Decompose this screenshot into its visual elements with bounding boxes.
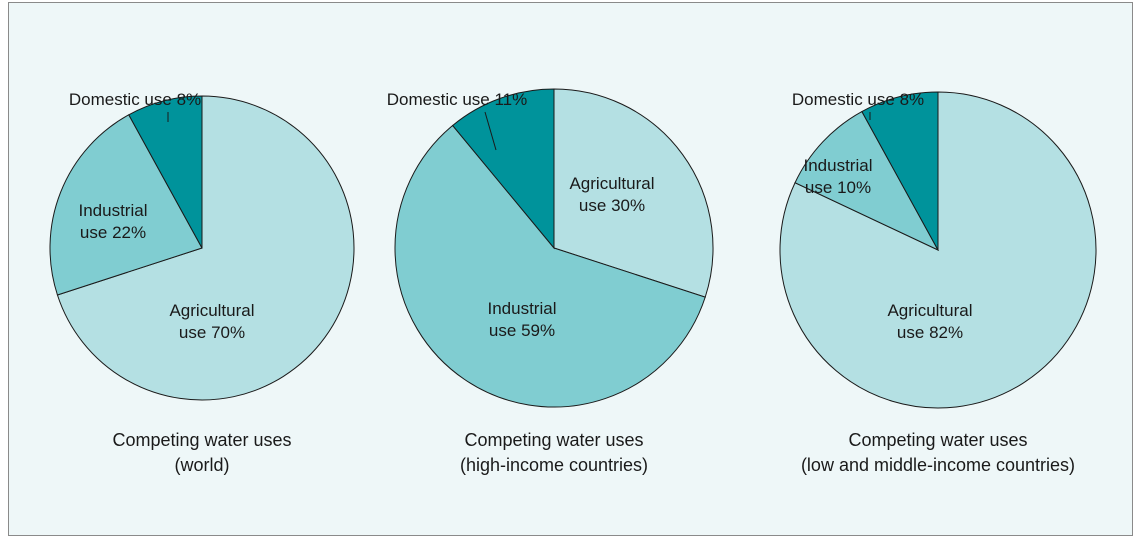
pie-slice bbox=[49, 114, 203, 296]
slice-label: Agricultural use 82% bbox=[875, 300, 985, 344]
pie-slice bbox=[56, 95, 355, 401]
slice-name: Industrial use bbox=[78, 201, 148, 242]
slice-label: Industrial use 59% bbox=[472, 298, 572, 342]
chart-caption: Competing water uses (high-income countri… bbox=[460, 428, 648, 478]
chart-subtitle: (high-income countries) bbox=[459, 455, 649, 475]
slice-value: 70% bbox=[211, 323, 246, 342]
pie-slice bbox=[451, 88, 555, 250]
chart-title: Competing water uses bbox=[464, 430, 644, 450]
slice-name: Domestic use bbox=[68, 90, 172, 109]
pie-slice bbox=[394, 124, 706, 408]
slice-label: Domestic use 8% bbox=[69, 89, 201, 111]
slice-label: Agricultural use 70% bbox=[157, 300, 267, 344]
slice-value: 22% bbox=[112, 223, 147, 242]
chart-subtitle: (world) bbox=[174, 455, 230, 475]
slice-value: 59% bbox=[521, 321, 556, 340]
slice-label: Domestic use 11% bbox=[387, 89, 527, 111]
slice-label: Domestic use 8% bbox=[792, 89, 924, 111]
slice-name: Domestic use bbox=[386, 90, 490, 109]
slice-label: Industrial use 22% bbox=[63, 200, 163, 244]
slice-value: 10% bbox=[837, 178, 872, 197]
pie-slice bbox=[128, 95, 203, 249]
slice-value: 11% bbox=[494, 90, 528, 109]
slice-value: 30% bbox=[611, 196, 646, 215]
pie-slice bbox=[861, 91, 939, 251]
chart-title: Competing water uses bbox=[848, 430, 1028, 450]
slice-name: Agricultural use bbox=[569, 174, 655, 215]
slice-value: 8% bbox=[899, 90, 925, 109]
chart-caption: Competing water uses (world) bbox=[112, 428, 291, 478]
slice-name: Agricultural use bbox=[887, 301, 973, 342]
slice-label: Industrial use 10% bbox=[791, 155, 886, 199]
pie-slice bbox=[553, 88, 714, 298]
chart-title: Competing water uses bbox=[112, 430, 292, 450]
slice-label: Agricultural use 30% bbox=[557, 173, 667, 217]
slice-name: Industrial use bbox=[487, 299, 557, 340]
slice-name: Domestic use bbox=[791, 90, 895, 109]
slice-name: Agricultural use bbox=[169, 301, 255, 342]
chart-caption: Competing water uses (low and middle-inco… bbox=[801, 428, 1075, 478]
pie-slice bbox=[794, 110, 940, 252]
leader-line bbox=[484, 111, 497, 151]
chart-subtitle: (low and middle-income countries) bbox=[800, 455, 1076, 475]
slice-value: 8% bbox=[176, 90, 202, 109]
slice-name: Industrial use bbox=[803, 156, 873, 197]
slice-value: 82% bbox=[929, 323, 964, 342]
